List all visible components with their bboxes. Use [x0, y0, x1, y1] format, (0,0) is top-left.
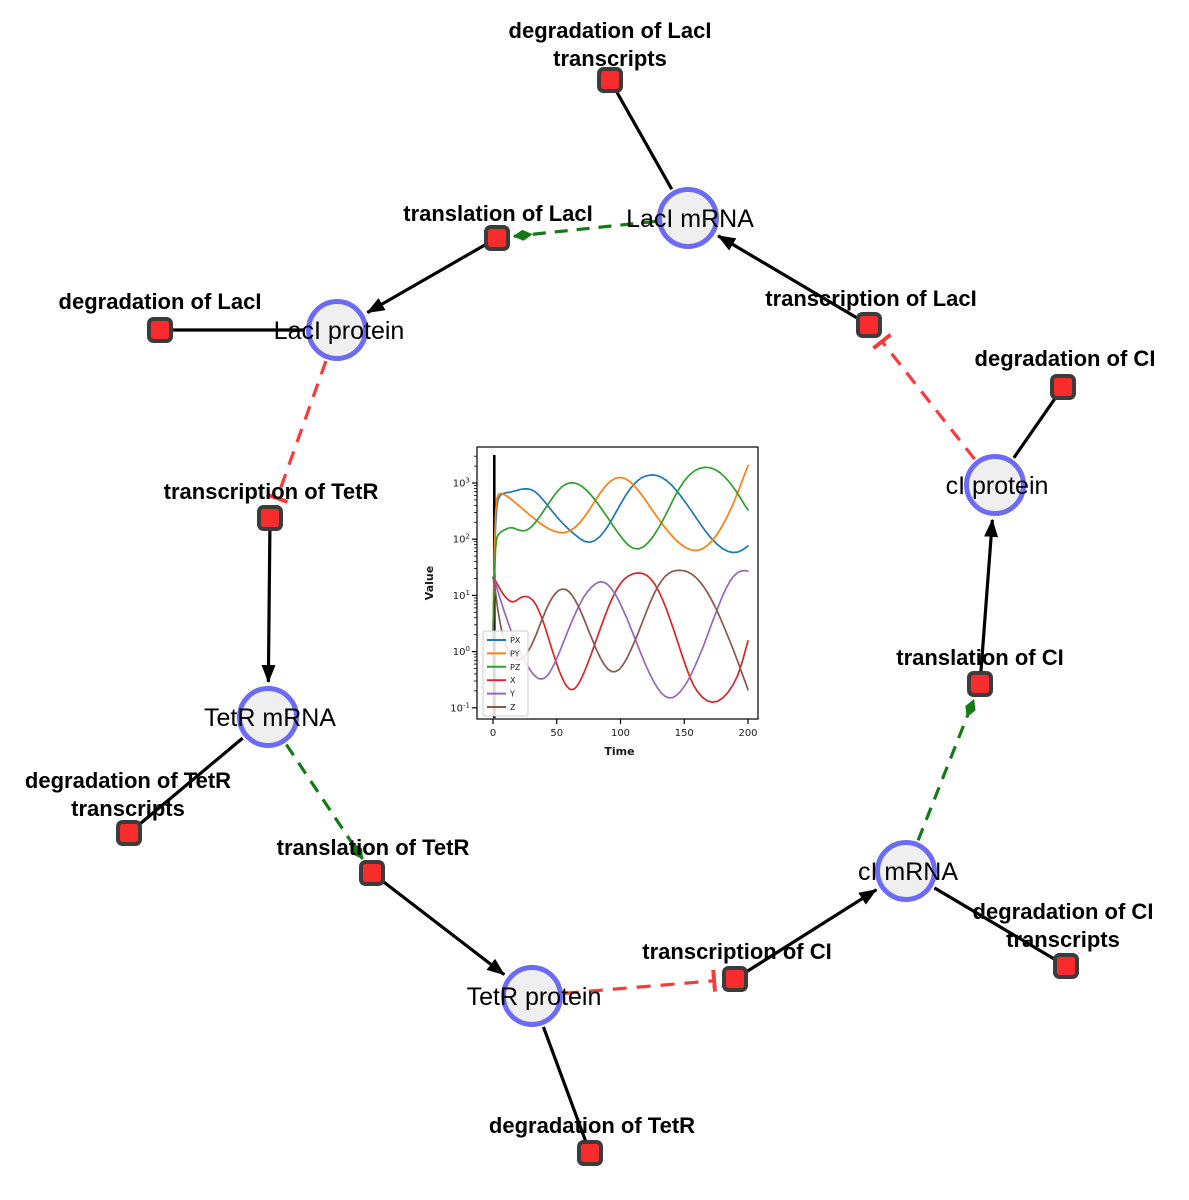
edge-production-translation-laci-to-laci-protein	[366, 236, 498, 314]
series-curve-PX	[492, 474, 749, 636]
reaction-node-transcription-laci[interactable]	[856, 312, 882, 338]
y-tick-label: 10-1	[450, 701, 470, 714]
edge-production-transcription-ci-to-ci-mrna	[734, 888, 878, 981]
edge-production-transcription-tetr-to-tetr-mrna	[261, 517, 276, 684]
series-curve-PY	[492, 464, 749, 636]
edge-consumption-ci-mrna-to-deg-ci-transcripts	[933, 886, 1067, 968]
edge-production-translation-ci-to-ci-protein	[978, 518, 999, 685]
edge-production-translation-tetr-to-tetr-protein	[371, 871, 506, 976]
x-tick-label: 200	[738, 728, 757, 739]
edge-production-transcription-laci-to-laci-mrna	[717, 234, 870, 327]
reaction-node-deg-tetr-transcripts[interactable]	[116, 820, 142, 846]
legend-label-Z: Z	[510, 703, 516, 712]
inset-chart: 0 50 100 150 20010310210110010-1TimeValuePXP…	[415, 435, 774, 765]
x-tick-label: 50	[550, 728, 563, 739]
series-curve-PZ	[492, 466, 749, 636]
x-tick-label: 150	[675, 728, 694, 739]
nodes-layer	[116, 67, 1079, 1166]
y-tick-label: 101	[453, 589, 470, 602]
reaction-label-transcription-tetr: transcription of TetR	[164, 479, 379, 504]
y-tick-label: 100	[453, 645, 470, 658]
legend-label-PX: PX	[510, 636, 521, 645]
legend-label-Y: Y	[509, 690, 515, 699]
x-tick-label: 100	[611, 728, 630, 739]
species-label-ci-protein: cI protein	[946, 472, 1049, 500]
legend-label-X: X	[510, 676, 516, 685]
reaction-label-deg-laci-transcripts-line1: degradation of LacI	[509, 18, 712, 43]
reaction-node-deg-laci[interactable]	[147, 317, 173, 343]
edge-consumption-tetr-mrna-to-deg-tetr-transcripts	[127, 736, 244, 835]
edge-modifier-ci-mrna-to-translation-ci	[916, 698, 976, 841]
species-label-ci-mrna: cI mRNA	[858, 858, 958, 886]
edge-inhibition-ci-protein-to-transcription-laci	[872, 333, 976, 461]
edge-inhibition-laci-protein-to-transcription-tetr	[266, 360, 328, 504]
chart-ylabel: Value	[423, 566, 436, 600]
reaction-node-deg-ci[interactable]	[1050, 374, 1076, 400]
reaction-label-deg-laci-transcripts-line2: transcripts	[553, 46, 667, 71]
reaction-label-translation-laci: translation of LacI	[403, 201, 592, 226]
edge-consumption-tetr-protein-to-deg-tetr	[541, 1026, 592, 1154]
reaction-node-translation-laci[interactable]	[484, 225, 510, 251]
y-tick-label: 103	[453, 477, 470, 490]
species-label-tetr-mrna: TetR mRNA	[204, 704, 336, 732]
reaction-node-translation-ci[interactable]	[967, 671, 993, 697]
reaction-label-deg-tetr-transcripts-line2: transcripts	[71, 796, 185, 821]
species-label-tetr-protein: TetR protein	[467, 983, 602, 1011]
reaction-label-translation-ci: translation of CI	[896, 645, 1063, 670]
y-tick-label: 102	[453, 533, 470, 546]
species-label-laci-protein: LacI protein	[274, 317, 405, 345]
reaction-label-deg-tetr: degradation of TetR	[489, 1113, 695, 1138]
series-curve-X	[492, 572, 749, 704]
reaction-node-translation-tetr[interactable]	[359, 860, 385, 886]
chart-legend: PX PY PZ XYZ	[482, 630, 529, 717]
labels-layer: degradation of LacI transcripts translatio…	[25, 18, 1156, 1138]
reaction-node-deg-laci-transcripts[interactable]	[597, 67, 623, 93]
chart-xlabel: Time	[604, 745, 634, 758]
edge-modifier-laci-mrna-to-translation-laci	[512, 219, 656, 241]
reaction-label-transcription-ci: transcription of CI	[642, 939, 831, 964]
species-node-tetr-mrna[interactable]	[237, 686, 299, 748]
edge-consumption-laci-mrna-to-deg-laci-transcripts	[608, 79, 674, 191]
legend-box	[482, 630, 529, 717]
species-node-ci-protein[interactable]	[964, 454, 1026, 516]
reaction-label-translation-tetr: translation of TetR	[277, 835, 470, 860]
reaction-node-transcription-tetr[interactable]	[257, 505, 283, 531]
legend-label-PY: PY	[510, 649, 520, 658]
species-node-laci-mrna[interactable]	[657, 187, 719, 249]
legend-label-PZ: PZ	[510, 663, 521, 672]
reaction-label-deg-ci-transcripts-line1: degradation of CI	[973, 899, 1154, 924]
reaction-label-deg-ci-transcripts-line2: transcripts	[1006, 927, 1120, 952]
reaction-label-transcription-laci: transcription of LacI	[765, 286, 976, 311]
reaction-label-deg-laci: degradation of LacI	[59, 289, 262, 314]
edge-inhibition-tetr-protein-to-transcription-ci	[564, 969, 717, 995]
species-node-ci-mrna[interactable]	[875, 840, 937, 902]
reaction-label-deg-ci: degradation of CI	[975, 346, 1156, 371]
reaction-node-deg-ci-transcripts[interactable]	[1053, 953, 1079, 979]
reaction-label-deg-tetr-transcripts-line1: degradation of TetR	[25, 768, 231, 793]
species-node-tetr-protein[interactable]	[501, 965, 563, 1027]
species-label-laci-mrna: LacI mRNA	[626, 205, 754, 233]
reaction-node-transcription-ci[interactable]	[722, 966, 748, 992]
edge-modifier-tetr-mrna-to-translation-tetr	[284, 743, 364, 860]
species-node-laci-protein[interactable]	[306, 299, 368, 361]
edges-layer	[127, 79, 1067, 1154]
reaction-node-deg-tetr[interactable]	[577, 1140, 603, 1166]
x-tick-label: 0	[490, 728, 496, 739]
